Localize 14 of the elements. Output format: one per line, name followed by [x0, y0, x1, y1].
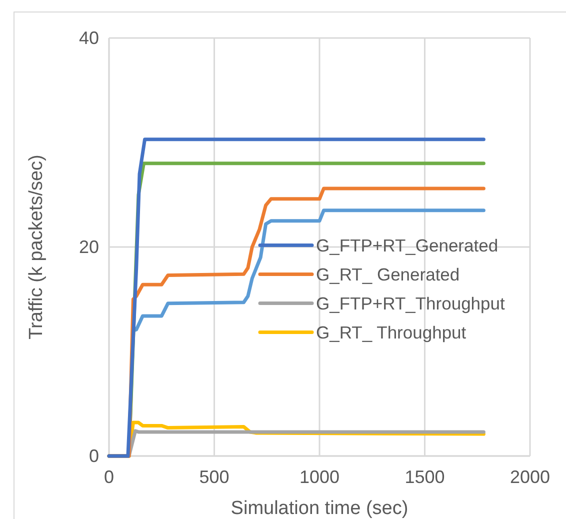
x-tick-label: 1500	[404, 466, 445, 487]
y-tick-label: 0	[88, 446, 99, 466]
legend-label: G_RT_ Generated	[316, 264, 460, 284]
x-tick-label: 0	[104, 466, 114, 487]
legend-label: G_FTP+RT_Generated	[316, 235, 498, 256]
x-axis-title: Simulation time (sec)	[230, 498, 408, 519]
legend-label: G_RT_ Throughput	[316, 322, 466, 342]
legend-label: G_FTP+RT_Throughput	[316, 293, 506, 314]
x-tick-label: 1000	[299, 466, 340, 487]
x-tick-label: 2000	[510, 466, 550, 487]
x-tick-label: 500	[199, 466, 230, 487]
y-tick-label: 20	[78, 236, 99, 257]
y-axis-title: Traffic (k packets/sec)	[26, 154, 47, 340]
y-tick-label: 40	[78, 28, 99, 48]
